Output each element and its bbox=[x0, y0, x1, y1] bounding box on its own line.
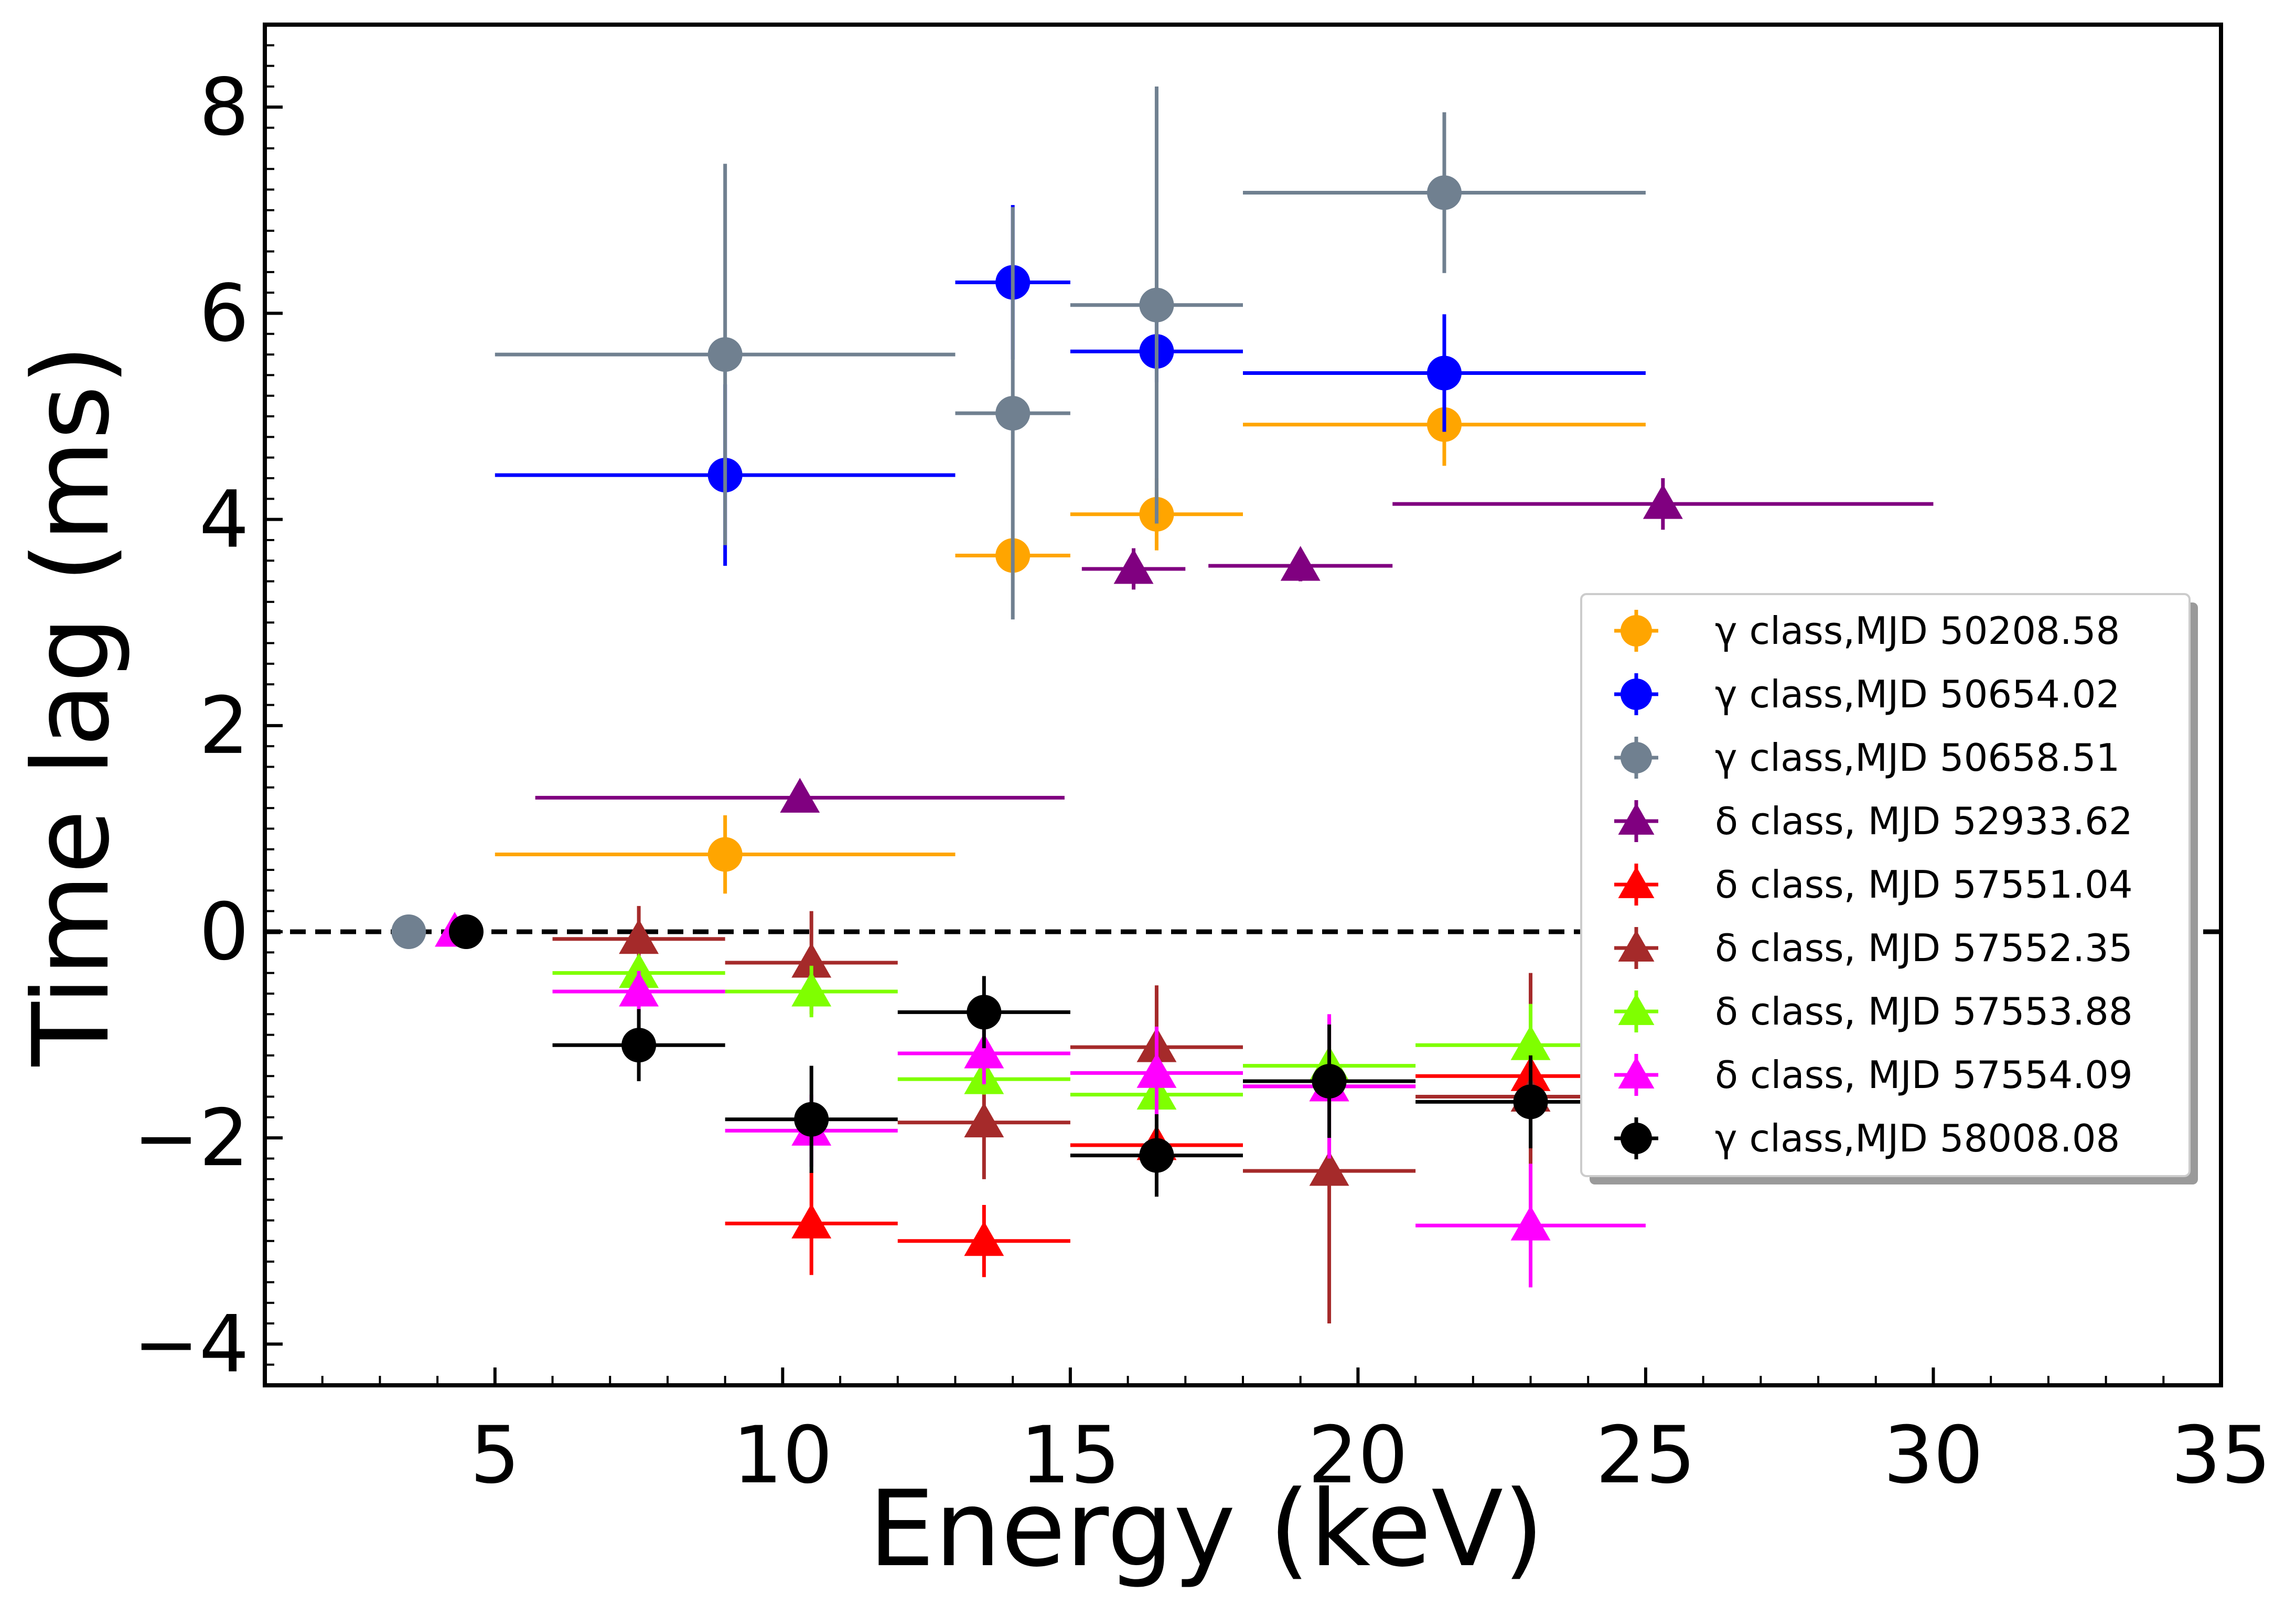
plot-layer bbox=[265, 86, 2221, 1324]
x-tick-label: 35 bbox=[2171, 1410, 2271, 1501]
legend-label: δ class, MJD 52933.62 bbox=[1715, 799, 2133, 843]
series-3 bbox=[391, 86, 1646, 949]
y-tick-label: 4 bbox=[199, 475, 249, 566]
legend-marker bbox=[1618, 993, 1655, 1025]
data-point bbox=[1312, 1064, 1347, 1099]
data-point bbox=[1139, 1138, 1174, 1173]
y-tick-label: −2 bbox=[133, 1093, 249, 1184]
data-point bbox=[791, 972, 832, 1007]
data-point bbox=[964, 1102, 1004, 1138]
y-tick-label: −4 bbox=[133, 1299, 249, 1390]
legend-marker bbox=[1621, 678, 1652, 710]
legend-entry: δ class, MJD 57554.09 bbox=[1614, 1053, 2133, 1097]
data-point bbox=[707, 337, 743, 372]
data-point bbox=[1309, 1151, 1349, 1186]
data-point bbox=[448, 914, 484, 949]
legend: γ class,MJD 50208.58 γ class,MJD 50654.02… bbox=[1580, 593, 2198, 1184]
y-tick-label: 6 bbox=[199, 268, 249, 359]
series-9 bbox=[448, 914, 1646, 1197]
legend-label: δ class, MJD 57551.04 bbox=[1715, 863, 2133, 907]
data-point bbox=[707, 837, 743, 872]
legend-marker bbox=[1621, 615, 1652, 647]
data-point bbox=[621, 1028, 657, 1063]
legend-entry: δ class, MJD 57551.04 bbox=[1614, 863, 2133, 907]
x-tick-label: 30 bbox=[1883, 1410, 1983, 1501]
data-point bbox=[619, 972, 659, 1007]
data-point bbox=[1280, 546, 1321, 581]
data-point bbox=[791, 1203, 832, 1238]
data-point bbox=[964, 1221, 1004, 1256]
x-tick-label: 25 bbox=[1596, 1410, 1696, 1501]
y-tick-label: 2 bbox=[199, 681, 249, 772]
legend-entry: γ class,MJD 50658.51 bbox=[1614, 736, 2120, 780]
data-point bbox=[1510, 1025, 1551, 1060]
series-4 bbox=[535, 478, 1934, 813]
data-point bbox=[619, 953, 659, 988]
data-point bbox=[391, 914, 426, 949]
legend-label: δ class, MJD 57554.09 bbox=[1715, 1053, 2133, 1097]
data-point bbox=[1510, 1205, 1551, 1241]
legend-entry: γ class,MJD 50208.58 bbox=[1614, 609, 2120, 653]
legend-entry: γ class,MJD 58008.08 bbox=[1614, 1116, 2120, 1160]
legend-entry: δ class, MJD 57553.88 bbox=[1614, 989, 2133, 1033]
legend-label: δ class, MJD 57553.88 bbox=[1715, 989, 2133, 1033]
data-point bbox=[995, 396, 1031, 431]
data-point bbox=[1513, 1084, 1548, 1119]
plot-frame bbox=[263, 23, 2223, 1387]
legend-entry: δ class, MJD 52933.62 bbox=[1614, 799, 2133, 843]
legend-label: δ class, MJD 57552.35 bbox=[1715, 926, 2133, 970]
data-point bbox=[780, 778, 820, 813]
data-point bbox=[1426, 356, 1462, 391]
data-point bbox=[964, 1033, 1004, 1069]
data-point bbox=[791, 943, 832, 978]
legend-label: γ class,MJD 58008.08 bbox=[1715, 1116, 2120, 1160]
legend-label: γ class,MJD 50658.51 bbox=[1715, 736, 2120, 780]
data-point bbox=[1139, 287, 1174, 322]
y-tick-label: 8 bbox=[199, 62, 249, 153]
data-point bbox=[1426, 175, 1462, 210]
legend-marker bbox=[1618, 930, 1655, 962]
x-tick-label: 10 bbox=[733, 1410, 833, 1501]
x-axis-label: Energy (keV) bbox=[868, 1468, 1544, 1590]
legend-label: γ class,MJD 50208.58 bbox=[1715, 609, 2120, 653]
data-point bbox=[967, 995, 1002, 1030]
y-tick-label: 0 bbox=[199, 887, 249, 978]
legend-box bbox=[1580, 593, 2191, 1177]
x-tick-label: 5 bbox=[470, 1410, 520, 1501]
legend-marker bbox=[1621, 742, 1652, 773]
legend-marker bbox=[1618, 866, 1655, 898]
legend-marker bbox=[1618, 803, 1655, 835]
y-axis-label: Time lag (ms) bbox=[10, 344, 133, 1067]
data-point bbox=[1643, 484, 1683, 519]
legend-marker bbox=[1621, 1123, 1652, 1154]
legend-marker bbox=[1618, 1057, 1655, 1089]
legend-label: γ class,MJD 50654.02 bbox=[1715, 672, 2120, 716]
x-tick-label: 15 bbox=[1020, 1410, 1120, 1501]
x-tick-label: 20 bbox=[1308, 1410, 1408, 1501]
data-point bbox=[1113, 549, 1154, 584]
data-point bbox=[619, 919, 659, 954]
data-point bbox=[1136, 1053, 1177, 1088]
legend-entry: γ class,MJD 50654.02 bbox=[1614, 672, 2120, 716]
data-point bbox=[794, 1102, 829, 1137]
legend-entry: δ class, MJD 57552.35 bbox=[1614, 926, 2133, 970]
